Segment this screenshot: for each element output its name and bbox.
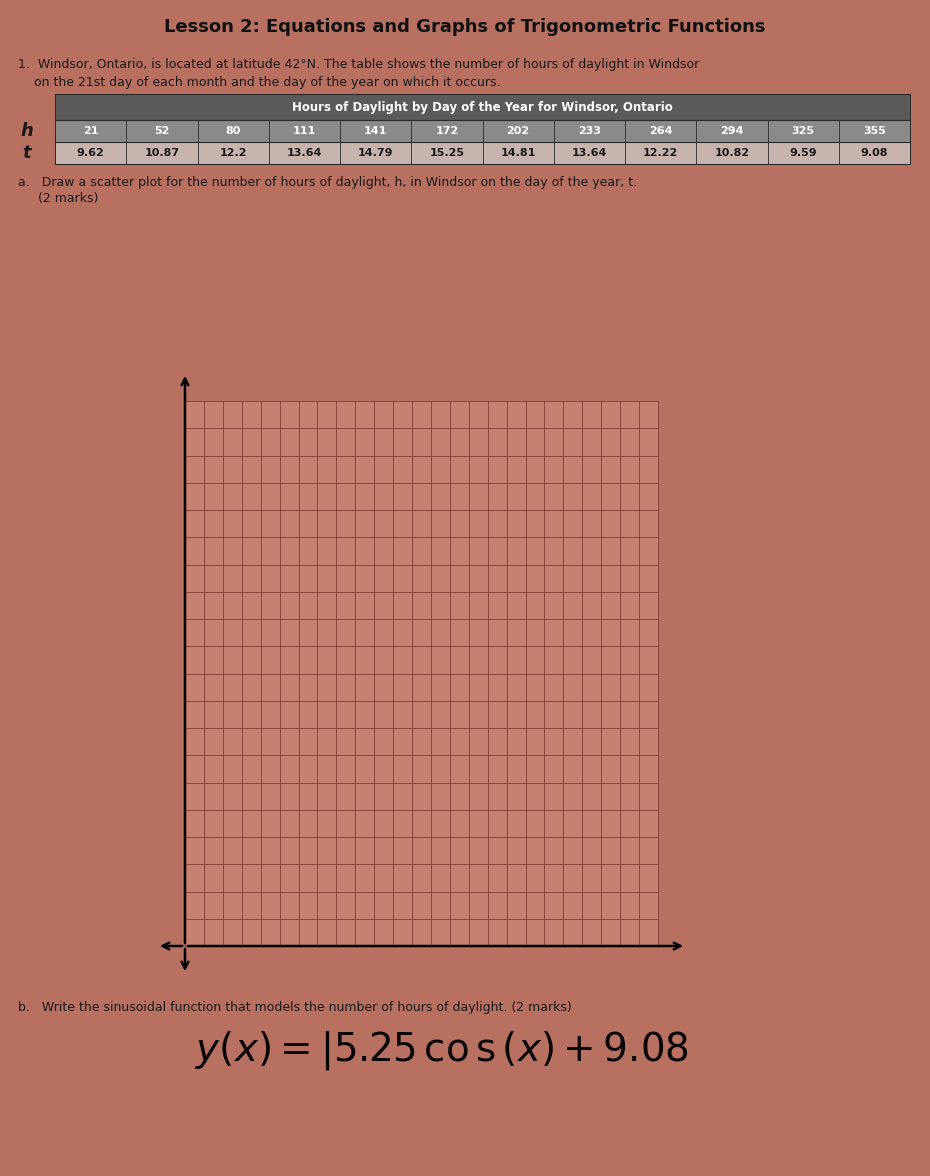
- Text: on the 21st day of each month and the day of the year on which it occurs.: on the 21st day of each month and the da…: [18, 76, 500, 89]
- Text: 355: 355: [863, 126, 885, 136]
- Text: a.   Draw a scatter plot for the number of hours of daylight, h, in Windsor on t: a. Draw a scatter plot for the number of…: [18, 176, 637, 189]
- Text: t: t: [22, 143, 32, 162]
- Text: 9.08: 9.08: [860, 148, 888, 158]
- Text: 13.64: 13.64: [286, 148, 322, 158]
- Bar: [185, 401, 658, 946]
- Text: 10.82: 10.82: [714, 148, 750, 158]
- Text: 1.  Windsor, Ontario, is located at latitude 42°N. The table shows the number of: 1. Windsor, Ontario, is located at latit…: [18, 58, 699, 71]
- Text: 172: 172: [435, 126, 458, 136]
- Text: 325: 325: [791, 126, 815, 136]
- Text: b.   Write the sinusoidal function that models the number of hours of daylight. : b. Write the sinusoidal function that mo…: [18, 1001, 572, 1014]
- Text: 111: 111: [293, 126, 316, 136]
- Bar: [55, 94, 910, 120]
- Text: h: h: [20, 122, 33, 140]
- Text: (2 marks): (2 marks): [18, 192, 99, 205]
- Text: 14.79: 14.79: [358, 148, 393, 158]
- Text: 10.87: 10.87: [144, 148, 179, 158]
- Text: 21: 21: [83, 126, 99, 136]
- Text: Hours of Daylight by Day of the Year for Windsor, Ontario: Hours of Daylight by Day of the Year for…: [292, 100, 673, 114]
- Bar: [55, 120, 910, 142]
- Text: 264: 264: [649, 126, 672, 136]
- Text: 294: 294: [720, 126, 744, 136]
- Text: 80: 80: [225, 126, 241, 136]
- Text: 52: 52: [154, 126, 169, 136]
- Text: 12.2: 12.2: [219, 148, 246, 158]
- Text: 141: 141: [364, 126, 387, 136]
- Text: 9.59: 9.59: [790, 148, 817, 158]
- Text: 15.25: 15.25: [430, 148, 464, 158]
- Text: Lesson 2: Equations and Graphs of Trigonometric Functions: Lesson 2: Equations and Graphs of Trigon…: [165, 18, 765, 36]
- Text: 233: 233: [578, 126, 601, 136]
- Text: 14.81: 14.81: [500, 148, 536, 158]
- Text: $y(x) = |5.25\,\mathrm{co\,s}\,(x) + 9.08$: $y(x) = |5.25\,\mathrm{co\,s}\,(x) + 9.0…: [195, 1029, 689, 1073]
- Text: 202: 202: [507, 126, 530, 136]
- Bar: [55, 142, 910, 163]
- Text: 12.22: 12.22: [643, 148, 678, 158]
- Text: 9.62: 9.62: [77, 148, 104, 158]
- Text: 13.64: 13.64: [572, 148, 607, 158]
